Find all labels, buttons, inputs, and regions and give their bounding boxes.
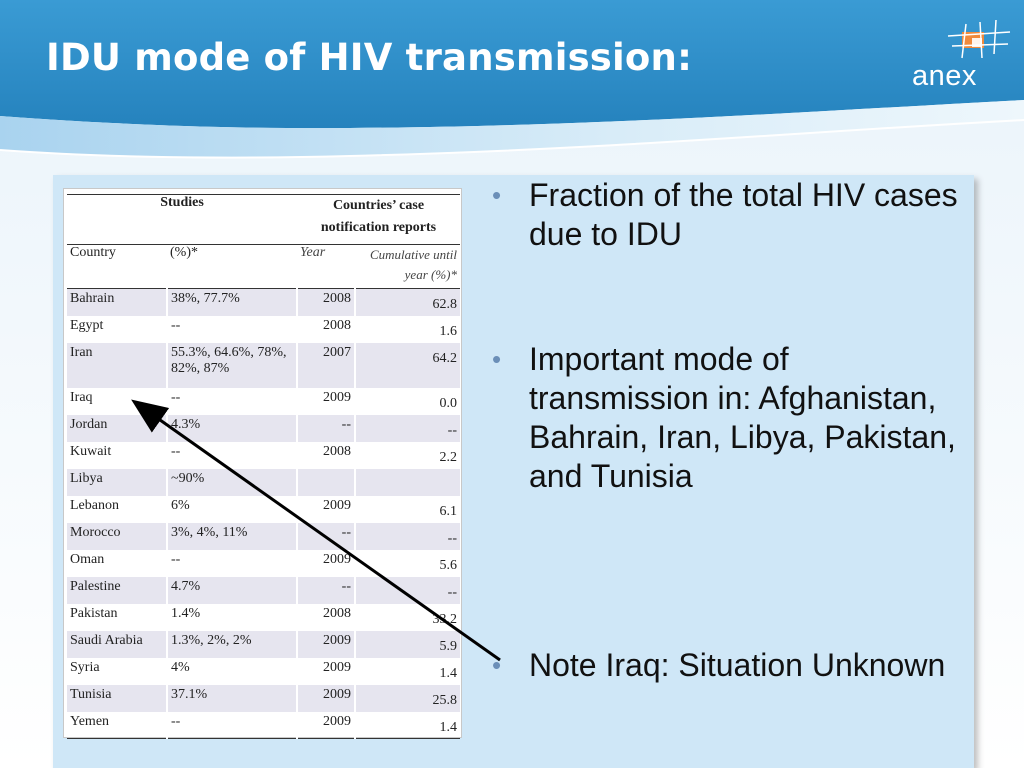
cell-country: Bahrain bbox=[67, 288, 168, 316]
cell-cumulative: 6.1 bbox=[439, 503, 458, 519]
cell-country: Yemen bbox=[67, 711, 168, 739]
cell-cumulative: 64.2 bbox=[355, 342, 460, 388]
table-row: Palestine 4.7% -- -- bbox=[67, 576, 460, 604]
cell-percent: ~90% bbox=[167, 468, 298, 496]
cell-percent: 3%, 4%, 11% bbox=[167, 522, 298, 550]
col-year-header: Year bbox=[300, 245, 326, 260]
table-row: Oman -- 2009 5.6 bbox=[67, 549, 460, 577]
cell-cumulative: 25.8 bbox=[355, 684, 460, 712]
table-row: Yemen -- 2009 1.4 bbox=[67, 711, 460, 739]
table-row: Morocco 3%, 4%, 11% -- -- bbox=[67, 522, 460, 550]
slide-title: IDU mode of HIV transmission: bbox=[46, 36, 693, 79]
cell-percent: 4.3% bbox=[167, 414, 298, 442]
cell-country: Tunisia bbox=[67, 684, 168, 712]
cell-cumulative: 2.2 bbox=[439, 449, 458, 465]
data-table-container: Studies Countries’ case notification rep… bbox=[63, 188, 462, 739]
cell-percent: 1.3%, 2%, 2% bbox=[167, 630, 298, 658]
cell-country: Syria bbox=[67, 657, 168, 685]
cell-country: Jordan bbox=[67, 414, 168, 442]
col-pct-header: (%)* bbox=[170, 245, 198, 260]
table-row: Tunisia 37.1% 2009 25.8 bbox=[67, 684, 460, 712]
cell-year: 2009 bbox=[297, 711, 356, 739]
cell-country: Palestine bbox=[67, 576, 168, 604]
cell-percent: 1.4% bbox=[167, 603, 298, 631]
cell-cumulative: 62.8 bbox=[355, 288, 460, 316]
bullet-dot-icon: • bbox=[492, 180, 502, 210]
cell-year: 2009 bbox=[297, 387, 356, 415]
cell-country: Egypt bbox=[67, 315, 168, 343]
cell-cumulative bbox=[355, 468, 460, 496]
cell-year: 2009 bbox=[297, 657, 356, 685]
cell-year: 2007 bbox=[297, 342, 356, 388]
cell-cumulative: 1.4 bbox=[439, 665, 458, 681]
header-case-reports: Countries’ case notification reports bbox=[320, 198, 437, 235]
idu-data-table: Studies Countries’ case notification rep… bbox=[67, 194, 460, 739]
table-body: Bahrain 38%, 77.7% 2008 62.8 Egypt -- 2008 1.6 I… bbox=[67, 288, 460, 739]
cell-percent: 4% bbox=[167, 657, 298, 685]
cell-year: 2009 bbox=[297, 549, 356, 577]
cell-country: Kuwait bbox=[67, 441, 168, 469]
anex-logo: anex bbox=[912, 18, 1012, 98]
cell-percent: -- bbox=[167, 387, 298, 415]
cell-year: -- bbox=[297, 414, 356, 442]
cell-year: 2009 bbox=[297, 684, 356, 712]
cell-cumulative: -- bbox=[355, 414, 460, 442]
cell-percent: 37.1% bbox=[167, 684, 298, 712]
bullet-text: Fraction of the total HIV cases due to I… bbox=[529, 177, 958, 252]
cell-country: Oman bbox=[67, 549, 168, 577]
cell-cumulative: -- bbox=[355, 522, 460, 550]
cell-country: Saudi Arabia bbox=[67, 630, 168, 658]
cell-year: -- bbox=[297, 522, 356, 550]
cell-cumulative: 1.4 bbox=[439, 719, 458, 735]
cell-cumulative: 5.6 bbox=[439, 557, 458, 573]
cell-year: 2008 bbox=[297, 315, 356, 343]
table-row: Lebanon 6% 2009 6.1 bbox=[67, 495, 460, 523]
header-studies: Studies bbox=[160, 195, 204, 210]
cell-cumulative: 5.9 bbox=[355, 630, 460, 658]
cell-percent: 38%, 77.7% bbox=[167, 288, 298, 316]
col-country-header: Country bbox=[70, 245, 116, 260]
cell-percent: -- bbox=[167, 549, 298, 577]
table-row: Iraq -- 2009 0.0 bbox=[67, 387, 460, 415]
cell-percent: -- bbox=[167, 711, 298, 739]
table-row: Iran 55.3%, 64.6%, 78%, 82%, 87% 2007 64.2 bbox=[67, 342, 460, 388]
col-cumulative-header: Cumulative until year (%)* bbox=[369, 247, 457, 282]
cell-year: -- bbox=[297, 576, 356, 604]
bullet-dot-icon: • bbox=[492, 650, 502, 680]
cell-cumulative: 0.0 bbox=[439, 395, 458, 411]
table-row: Kuwait -- 2008 2.2 bbox=[67, 441, 460, 469]
logo-grid-icon bbox=[947, 19, 1011, 59]
table-row: Saudi Arabia 1.3%, 2%, 2% 2009 5.9 bbox=[67, 630, 460, 658]
cell-year: 2008 bbox=[297, 603, 356, 631]
cell-percent: 6% bbox=[167, 495, 298, 523]
cell-country: Iraq bbox=[67, 387, 168, 415]
cell-country: Libya bbox=[67, 468, 168, 496]
cell-country: Morocco bbox=[67, 522, 168, 550]
cell-year: 2009 bbox=[297, 630, 356, 658]
cell-year: 2009 bbox=[297, 495, 356, 523]
cell-country: Iran bbox=[67, 342, 168, 388]
cell-percent: 4.7% bbox=[167, 576, 298, 604]
cell-percent: -- bbox=[167, 315, 298, 343]
bullet-text: Important mode of transmission in: Afgha… bbox=[529, 341, 956, 494]
cell-cumulative: -- bbox=[355, 576, 460, 604]
cell-year: 2008 bbox=[297, 441, 356, 469]
table-row: Egypt -- 2008 1.6 bbox=[67, 315, 460, 343]
cell-year bbox=[297, 468, 356, 496]
cell-percent: -- bbox=[167, 441, 298, 469]
cell-percent: 55.3%, 64.6%, 78%, 82%, 87% bbox=[167, 342, 298, 388]
bullet-dot-icon: • bbox=[492, 344, 502, 374]
bullet-text: Note Iraq: Situation Unknown bbox=[529, 647, 946, 683]
logo-text: anex bbox=[912, 60, 977, 92]
cell-country: Lebanon bbox=[67, 495, 168, 523]
cell-cumulative: 33.2 bbox=[432, 611, 458, 627]
table-row: Pakistan 1.4% 2008 33.2 bbox=[67, 603, 460, 631]
cell-country: Pakistan bbox=[67, 603, 168, 631]
table-row: Syria 4% 2009 1.4 bbox=[67, 657, 460, 685]
table-row: Bahrain 38%, 77.7% 2008 62.8 bbox=[67, 288, 460, 316]
cell-cumulative: 1.6 bbox=[439, 323, 458, 339]
table-row: Libya ~90% bbox=[67, 468, 460, 496]
table-row: Jordan 4.3% -- -- bbox=[67, 414, 460, 442]
cell-year: 2008 bbox=[297, 288, 356, 316]
